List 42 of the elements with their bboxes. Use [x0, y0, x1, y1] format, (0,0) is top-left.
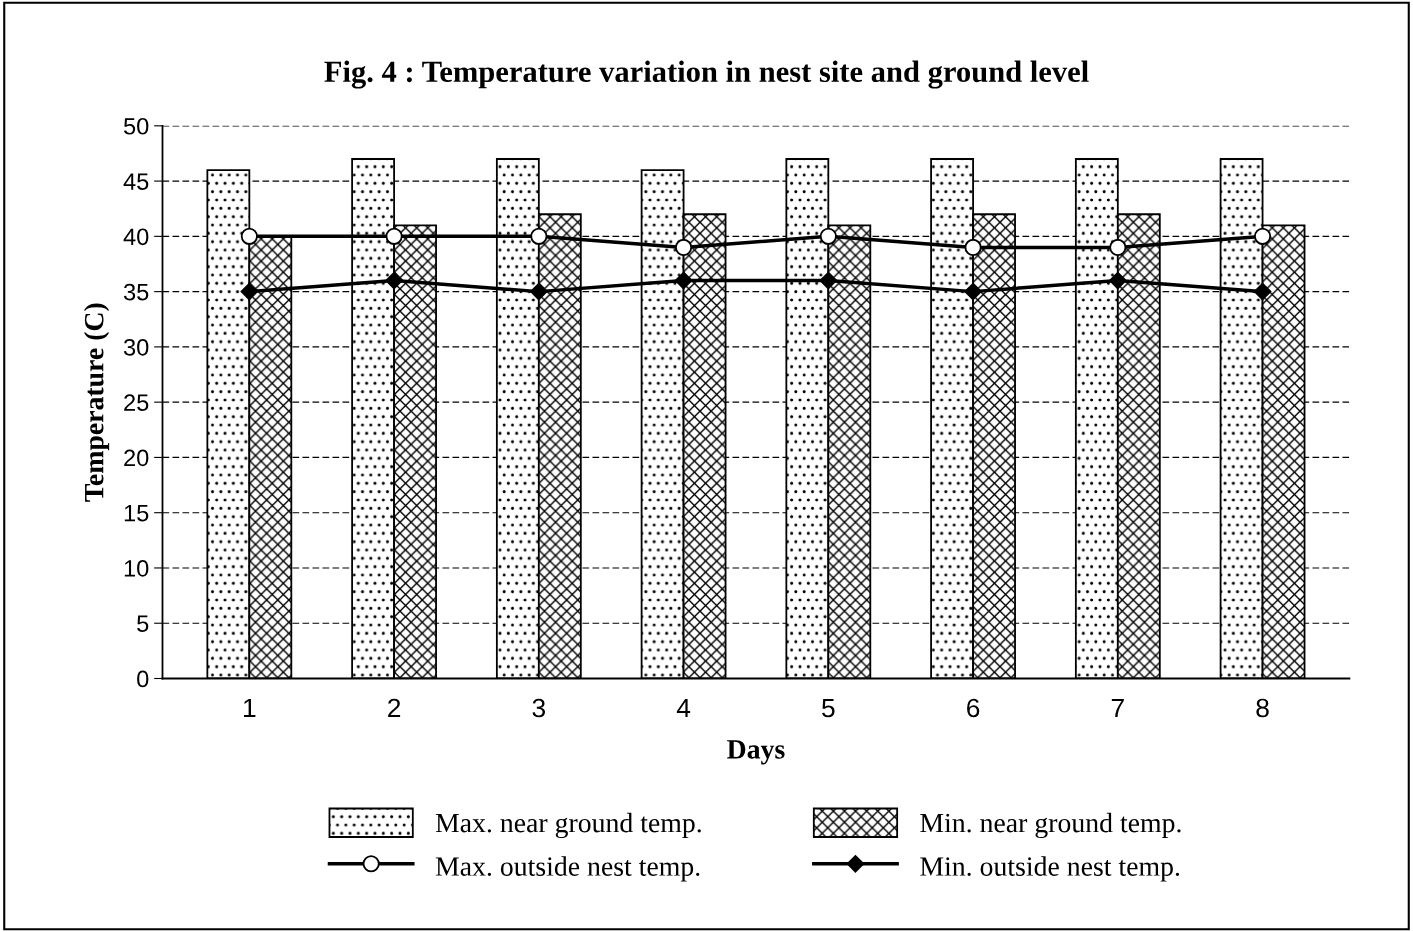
legend-label: Min. outside nest temp.: [920, 856, 1180, 882]
legend-label: Min. near ground temp.: [920, 812, 1181, 839]
y-tick-label: 10: [124, 560, 149, 577]
x-tick-label: 1: [244, 698, 256, 718]
x-tick-label: 3: [532, 698, 546, 718]
y-tick-label: 50: [123, 117, 149, 135]
point: [1109, 238, 1127, 256]
y-axis-title: Temperature (C): [83, 303, 110, 502]
y-tick-label: 5: [137, 615, 149, 633]
y-tick-label: 25: [124, 394, 149, 411]
x-tick-label: 7: [1111, 698, 1124, 718]
y-tick-label: 0: [137, 670, 149, 688]
point: [1254, 227, 1272, 245]
legend-label: Max. outside nest temp.: [435, 856, 700, 882]
y-tick-label: 40: [123, 228, 149, 246]
x-tick-label: 4: [676, 698, 691, 718]
point: [530, 227, 548, 245]
point: [530, 282, 548, 301]
point: [819, 271, 838, 290]
point: [964, 238, 982, 256]
point: [964, 282, 982, 301]
y-tick-label: 15: [124, 505, 149, 522]
y-tick-label: 30: [123, 338, 149, 356]
x-axis-title: Days: [727, 740, 785, 765]
point: [674, 271, 693, 290]
point: [385, 227, 403, 245]
x-tick-label: 6: [967, 698, 980, 718]
point: [240, 227, 258, 245]
y-tick-label: 35: [123, 283, 149, 301]
x-tick-label: 5: [822, 698, 835, 718]
y-tick-label: 45: [123, 173, 149, 190]
legend-label: Max. near ground temp.: [435, 812, 701, 839]
point: [1109, 271, 1127, 290]
x-tick-label: 2: [388, 698, 401, 718]
x-tick-label: 8: [1256, 698, 1269, 718]
point: [385, 271, 403, 290]
point: [819, 227, 837, 245]
point: [240, 282, 259, 301]
y-tick-label: 20: [124, 449, 149, 467]
point: [675, 238, 693, 256]
point: [1253, 282, 1272, 301]
chart-title: Fig. 4 : Temperature variation in nest site and ground level: [324, 60, 1089, 89]
